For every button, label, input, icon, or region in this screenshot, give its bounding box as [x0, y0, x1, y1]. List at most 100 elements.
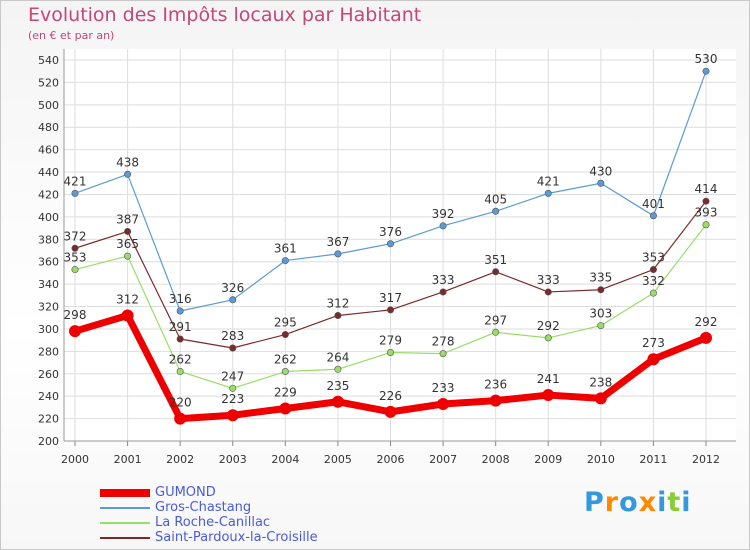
data-label: 333	[537, 273, 560, 287]
x-tick-label: 2007	[429, 453, 457, 466]
data-label: 392	[432, 207, 455, 221]
data-label: 312	[116, 292, 139, 306]
data-point	[597, 322, 605, 330]
data-label: 291	[169, 320, 192, 334]
y-tick-label: 360	[38, 256, 59, 269]
data-label: 367	[326, 235, 349, 249]
series-la-roche-canillac	[71, 221, 710, 392]
data-point	[649, 266, 657, 274]
y-tick-label: 400	[38, 211, 59, 224]
data-point	[121, 309, 134, 322]
logo-letter: o	[619, 487, 639, 518]
y-tick-label: 340	[38, 278, 59, 291]
y-tick-label: 440	[38, 166, 59, 179]
data-point	[594, 392, 607, 405]
legend-swatch	[100, 536, 150, 539]
data-point	[69, 325, 81, 338]
data-label: 333	[432, 273, 455, 287]
data-label: 421	[64, 174, 87, 188]
data-label: 530	[695, 52, 718, 66]
data-label: 332	[642, 274, 665, 288]
series-saint-pardoux-la-croisille	[71, 197, 710, 352]
data-point	[71, 266, 79, 274]
data-point	[542, 389, 555, 402]
data-label: 233	[432, 381, 455, 395]
data-point	[702, 197, 710, 205]
series-layer	[69, 67, 712, 425]
data-label: 335	[589, 271, 612, 285]
y-tick-label: 280	[38, 345, 59, 358]
data-point	[124, 227, 132, 235]
y-tick-label: 240	[38, 390, 59, 403]
y-tick-label: 380	[38, 233, 59, 246]
x-tick-label: 2002	[166, 453, 194, 466]
data-label: 421	[537, 174, 560, 188]
chart-subtitle: (en € et par an)	[28, 29, 115, 42]
data-point	[334, 365, 342, 373]
legend-swatch	[100, 521, 150, 524]
logo-letter: x	[638, 487, 658, 518]
data-label: 220	[169, 396, 192, 410]
data-point	[702, 67, 710, 75]
data-label: 438	[116, 155, 139, 169]
data-label: 405	[484, 192, 507, 206]
data-label: 316	[169, 292, 192, 306]
y-tick-label: 300	[38, 323, 59, 336]
x-tick-label: 2001	[114, 453, 142, 466]
data-point	[544, 334, 552, 342]
grid-layer	[64, 49, 736, 442]
legend-label: La Roche-Canillac	[155, 515, 271, 530]
data-point	[386, 306, 394, 314]
data-label: 264	[326, 350, 349, 364]
x-tick-label: 2006	[377, 453, 405, 466]
y-tick-label: 320	[38, 301, 59, 314]
data-label: 238	[589, 375, 612, 389]
data-label: 241	[537, 372, 560, 386]
data-point	[702, 221, 710, 229]
data-label: 298	[64, 308, 87, 322]
logo-letter: P	[584, 487, 605, 518]
data-label: 401	[642, 197, 665, 211]
plot-area	[64, 49, 736, 441]
data-point	[229, 384, 237, 392]
data-label: 351	[484, 253, 507, 267]
data-label: 273	[642, 336, 665, 350]
data-point	[649, 212, 657, 220]
data-label: 414	[695, 182, 718, 196]
data-point	[229, 344, 237, 352]
data-label: 372	[64, 229, 87, 243]
data-point	[647, 353, 660, 366]
series-gros-chastang	[71, 67, 710, 315]
data-point	[544, 189, 552, 197]
legend-swatch	[100, 488, 150, 497]
data-label: 353	[642, 251, 665, 265]
label-layer: 372 387 291 283 295 312 317 333 351 333 335 353 414 3…	[64, 52, 718, 409]
data-point	[331, 395, 344, 408]
data-label: 292	[537, 319, 560, 333]
y-tick-label: 220	[38, 413, 59, 426]
data-point	[279, 402, 292, 415]
logo-letter: i	[657, 487, 668, 518]
data-label: 278	[432, 335, 455, 349]
data-point	[386, 348, 394, 356]
data-label: 226	[379, 389, 402, 403]
logo-letter: t	[667, 487, 682, 518]
x-tick-label: 2000	[61, 453, 89, 466]
axis-layer: 200 220 240 260 280 300 320 340 360 380 400 420 440 4…	[38, 49, 736, 466]
data-point	[439, 288, 447, 296]
data-point	[174, 412, 187, 425]
data-point	[384, 405, 397, 418]
data-point	[176, 368, 184, 376]
data-point	[124, 252, 132, 260]
data-point	[437, 398, 450, 411]
data-point	[281, 368, 289, 376]
data-point	[386, 240, 394, 248]
data-point	[71, 244, 79, 252]
y-tick-label: 540	[38, 54, 59, 67]
data-label: 295	[274, 316, 297, 330]
y-tick-label: 260	[38, 368, 59, 381]
y-tick-label: 460	[38, 144, 59, 157]
data-point	[700, 331, 712, 344]
data-point	[281, 257, 289, 265]
data-label: 283	[221, 329, 244, 343]
